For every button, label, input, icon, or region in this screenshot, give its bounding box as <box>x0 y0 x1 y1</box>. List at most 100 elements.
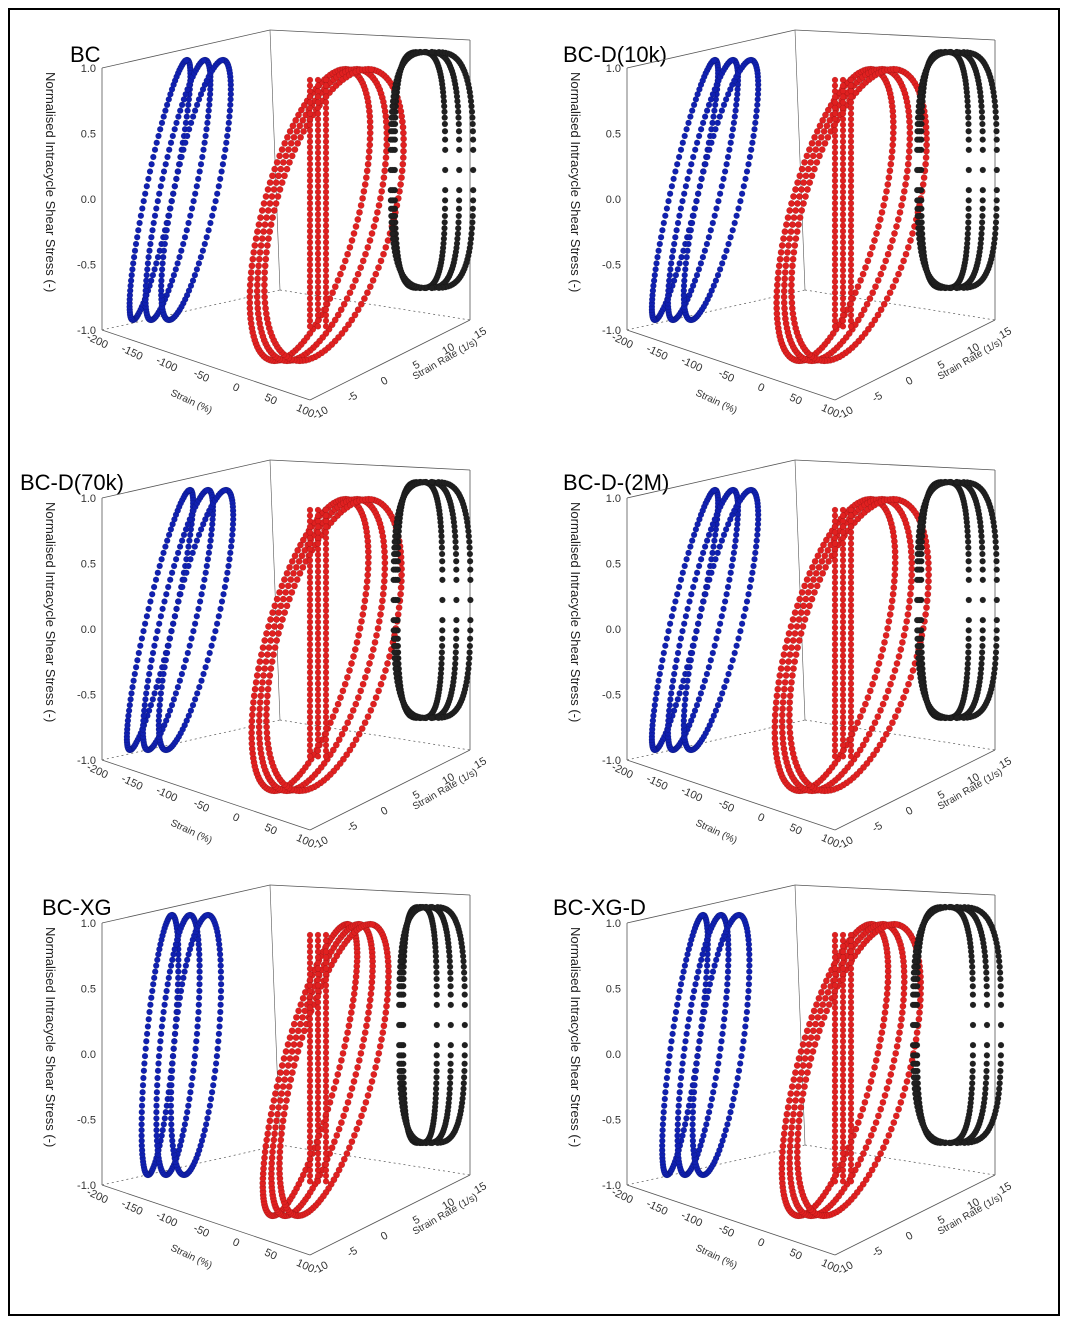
blue-series-point <box>697 690 705 697</box>
blue-series-point <box>146 247 153 254</box>
blue-series-point <box>189 113 197 120</box>
red-series-point <box>791 609 799 617</box>
red-series-point <box>839 272 847 280</box>
red-series-point <box>263 692 271 700</box>
blue-series-point <box>730 549 738 557</box>
red-series-point <box>791 630 799 637</box>
blue-series-point <box>745 590 752 598</box>
blue-series-point <box>189 701 197 709</box>
black-series-point <box>914 557 921 565</box>
red-series-point <box>796 193 803 200</box>
blue-series-point <box>684 247 691 254</box>
black-series-point <box>979 596 986 604</box>
red-series-point <box>792 186 799 193</box>
black-series-point <box>914 596 921 604</box>
red-series-point <box>784 248 791 256</box>
floor-gridline <box>279 719 471 751</box>
red-series-point <box>772 698 780 706</box>
black-series-point <box>979 576 986 584</box>
red-series-point <box>341 680 349 688</box>
red-series-point <box>831 99 839 106</box>
blue-series-point <box>691 576 699 584</box>
blue-series-point <box>667 696 674 703</box>
blue-series-point <box>690 101 698 109</box>
blue-series-point <box>676 690 683 697</box>
blue-series-point <box>743 168 751 175</box>
red-series-point <box>256 658 264 666</box>
blue-series-point <box>723 160 730 168</box>
red-series-point <box>246 287 254 295</box>
blue-series-point <box>753 537 760 544</box>
red-series-point <box>322 132 330 140</box>
blue-series-point <box>171 183 179 190</box>
blue-series-point <box>149 271 157 279</box>
red-series-point <box>314 127 322 134</box>
red-series-point <box>322 585 330 592</box>
red-series-point <box>853 751 861 759</box>
black-series-point <box>441 219 448 226</box>
blue-series-point <box>662 212 669 220</box>
red-series-point <box>871 719 879 727</box>
blue-series-point <box>711 107 718 114</box>
red-series-point <box>278 179 286 187</box>
blue-series-point <box>152 576 160 584</box>
red-series-point <box>839 306 847 313</box>
blue-series-point <box>154 569 162 577</box>
floor-gridline <box>804 289 996 321</box>
red-series-point <box>787 228 795 236</box>
red-series-point <box>906 597 914 605</box>
red-series-point <box>364 571 372 579</box>
red-series-point <box>367 706 375 714</box>
black-series-point <box>452 550 460 558</box>
blue-series-point <box>700 168 707 175</box>
blue-series-point <box>185 219 192 227</box>
red-series-point <box>255 723 263 731</box>
blue-series-point <box>684 605 691 613</box>
blue-series-point <box>169 620 177 627</box>
blue-series-point <box>711 531 719 539</box>
blue-series-point <box>665 277 673 284</box>
red-series-point <box>847 188 855 196</box>
red-series-point <box>356 208 363 216</box>
blue-series-point <box>716 620 724 627</box>
red-series-point <box>329 713 337 721</box>
red-series-point <box>257 651 265 659</box>
blue-series-point <box>158 556 165 563</box>
red-series-point <box>831 680 839 687</box>
red-series-point <box>261 637 269 644</box>
red-series-point <box>267 221 275 229</box>
red-series-point <box>906 123 914 131</box>
x-axis-label: Strain (%) <box>169 818 214 847</box>
red-series-point <box>314 312 322 319</box>
black-series-point <box>387 146 394 154</box>
black-series-point <box>992 533 999 540</box>
blue-series-point <box>742 175 749 183</box>
blue-series-point <box>729 126 737 133</box>
red-series-point <box>806 569 814 577</box>
blue-series-point <box>683 683 690 691</box>
blue-series-point <box>223 139 230 147</box>
black-series-point <box>993 212 1000 220</box>
blue-series-point <box>173 175 180 183</box>
red-series-point <box>306 205 314 213</box>
red-series-point <box>839 663 847 671</box>
x-tick-label: -100 <box>154 355 179 375</box>
red-series-point <box>322 211 330 218</box>
red-series-point <box>786 723 794 731</box>
blue-series-point <box>684 677 691 684</box>
red-series-point <box>831 517 839 525</box>
black-series-point <box>452 642 460 650</box>
black-series-point <box>914 616 921 624</box>
red-series-point <box>866 687 874 695</box>
red-series-point <box>322 121 330 129</box>
blue-series-point <box>685 549 692 557</box>
blue-series-point <box>137 212 145 220</box>
blue-series-point <box>699 119 707 127</box>
red-series-point <box>839 295 847 302</box>
blue-series-point <box>182 57 190 64</box>
red-series-point <box>381 559 389 567</box>
red-series-point <box>348 316 356 324</box>
blue-series-point <box>149 226 156 234</box>
red-series-point <box>924 590 932 598</box>
red-series-point <box>256 248 264 256</box>
